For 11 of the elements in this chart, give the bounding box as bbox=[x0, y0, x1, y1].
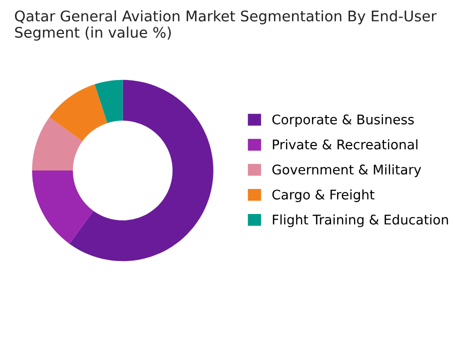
chart-title: Qatar General Aviation Market Segmentation By End-User Segment (in value %) bbox=[14, 10, 437, 41]
legend-label: Flight Training & Education bbox=[272, 214, 448, 228]
donut-slice bbox=[94, 80, 123, 124]
legend-label: Government & Military bbox=[272, 164, 422, 178]
legend-label: Private & Recreational bbox=[272, 139, 418, 150]
donut-slice bbox=[69, 80, 214, 262]
legend-label: Corporate & Business bbox=[272, 114, 414, 127]
donut-slice bbox=[49, 84, 108, 142]
donut-slice bbox=[32, 170, 94, 244]
legend-label: Cargo & Freight bbox=[272, 189, 374, 202]
donut-slice bbox=[32, 117, 82, 170]
